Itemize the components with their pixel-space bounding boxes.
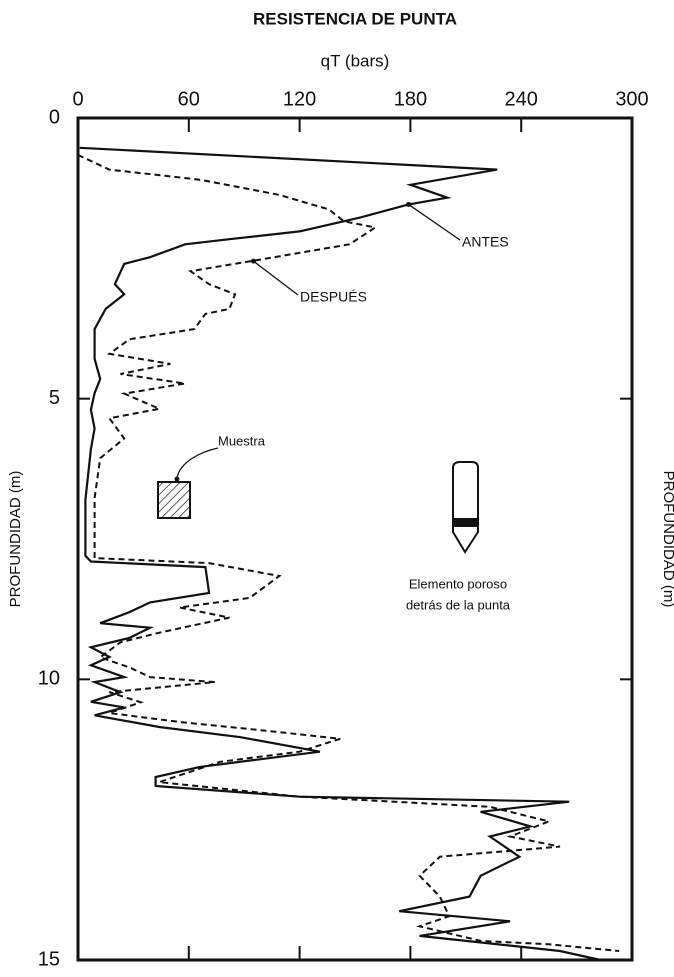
sample-box [157,481,191,519]
y-tick-label: 5 [49,387,60,409]
x-tick-label: 120 [283,88,316,110]
series-line [77,154,620,952]
element-label: detrás de la punta [406,597,511,612]
plot-frame [76,116,634,962]
porous-element [453,518,478,527]
y-tick-label: 15 [38,948,60,970]
x-tick-label: 60 [178,88,200,110]
y-axis-label: PROFUNDIDAD (m) [7,471,24,608]
x-axis-label: qT (bars) [321,51,390,70]
series-label: DESPUÉS [300,289,367,305]
x-tick-label: 180 [394,88,427,110]
sample-label: Muestra [218,433,266,448]
x-tick-label: 0 [72,88,83,110]
series-label: ANTES [462,234,509,250]
element-label: Elemento poroso [409,576,507,591]
sample-leader [176,447,219,479]
x-tick-label: 240 [505,88,538,110]
sample-dot [174,476,180,482]
y-tick-label: 0 [49,106,60,128]
probe-icon [452,461,479,554]
y2-axis-label: PROFUNDIDAD (m) [660,471,674,608]
y-tick-label: 10 [38,668,60,690]
x-tick-label: 300 [615,88,648,110]
series-leader [253,260,299,296]
series-line [79,146,601,962]
series-leader [408,203,461,241]
series-leader-dot [406,201,412,207]
chart-title: RESISTENCIA DE PUNTA [253,9,457,28]
series-leader-dot [250,258,256,264]
